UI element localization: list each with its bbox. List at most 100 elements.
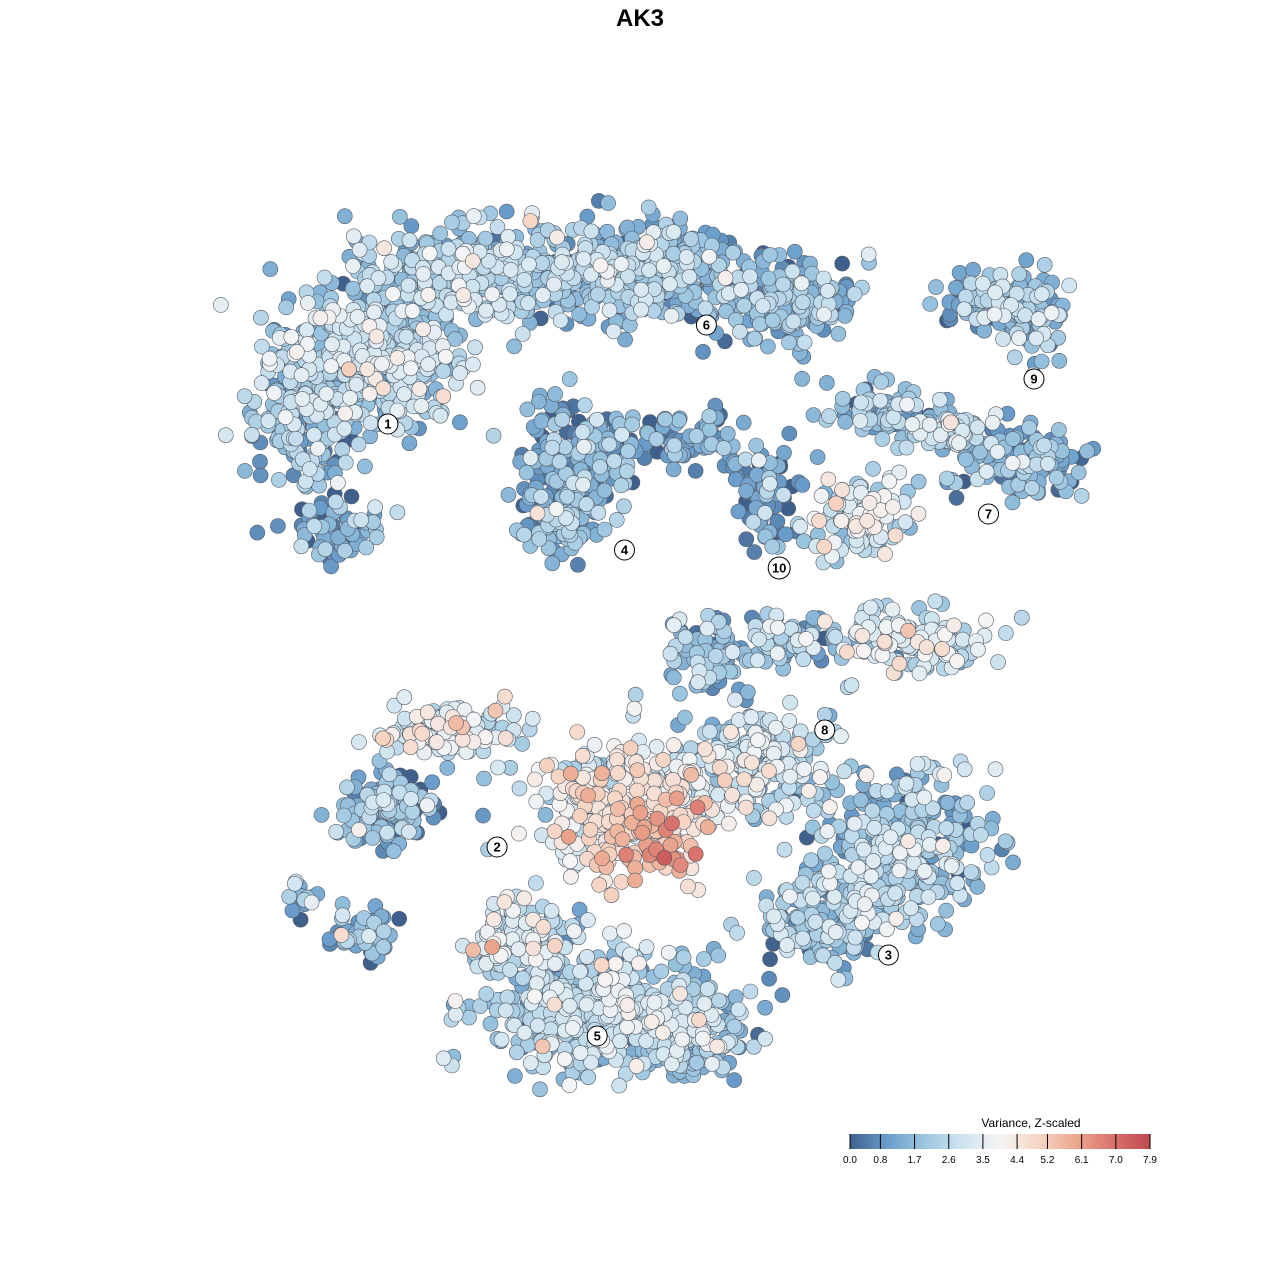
data-point <box>760 338 776 355</box>
data-point <box>827 954 843 971</box>
data-point <box>1004 494 1021 511</box>
data-point <box>819 282 836 299</box>
data-point <box>351 734 367 750</box>
data-point <box>735 414 752 431</box>
data-point <box>549 229 565 246</box>
data-point <box>559 488 576 505</box>
data-point <box>375 923 392 940</box>
data-point <box>710 947 727 964</box>
data-point <box>774 987 791 1003</box>
data-point <box>736 297 752 314</box>
data-point <box>898 775 915 792</box>
data-point <box>969 419 986 436</box>
data-point <box>611 1077 628 1094</box>
data-point <box>833 728 849 745</box>
data-point <box>389 350 406 366</box>
data-point <box>979 785 995 801</box>
data-point <box>904 416 921 433</box>
data-point <box>420 356 437 373</box>
data-point <box>486 911 502 928</box>
data-point <box>522 1055 539 1071</box>
data-point <box>537 806 554 823</box>
chart-title: AK3 <box>616 5 664 32</box>
data-point <box>359 278 376 295</box>
data-point <box>283 329 300 345</box>
data-point <box>887 885 904 902</box>
data-point <box>846 286 863 302</box>
data-point <box>951 435 967 451</box>
data-point <box>672 685 688 702</box>
data-point <box>949 653 965 669</box>
data-point <box>361 386 378 402</box>
data-point <box>665 224 682 240</box>
data-point <box>318 385 335 402</box>
data-point <box>528 793 545 810</box>
data-point <box>607 955 624 972</box>
data-point <box>266 385 283 401</box>
data-point <box>633 281 650 298</box>
data-point <box>310 440 326 457</box>
data-point <box>837 308 853 324</box>
data-point <box>345 258 361 274</box>
data-point <box>469 379 486 396</box>
data-point <box>921 416 938 433</box>
data-point <box>861 495 878 511</box>
data-point <box>800 783 817 799</box>
data-point <box>252 453 268 470</box>
data-point <box>638 939 655 955</box>
data-point <box>949 875 966 892</box>
data-point <box>972 827 989 843</box>
data-point <box>761 475 778 492</box>
data-point <box>508 1044 525 1061</box>
data-point <box>398 328 415 345</box>
data-point <box>447 993 464 1009</box>
data-point <box>675 949 692 966</box>
data-point <box>396 386 413 403</box>
data-point <box>939 470 955 487</box>
data-point <box>897 514 914 531</box>
data-point <box>757 504 773 521</box>
data-point <box>1036 437 1052 454</box>
data-point <box>316 269 333 286</box>
data-point <box>666 617 682 634</box>
data-point <box>578 996 595 1013</box>
data-point <box>846 815 863 832</box>
data-point <box>572 1045 589 1061</box>
data-point <box>444 214 460 231</box>
data-point <box>830 971 847 988</box>
data-point <box>719 425 736 442</box>
data-point <box>455 287 472 304</box>
data-point <box>884 601 901 618</box>
data-point <box>1036 256 1053 273</box>
data-point <box>827 629 844 645</box>
data-point <box>580 912 596 928</box>
data-point <box>271 472 287 488</box>
data-point <box>911 665 928 682</box>
data-point <box>535 287 551 303</box>
data-point <box>237 463 253 479</box>
data-point <box>552 312 569 329</box>
data-point <box>699 981 716 997</box>
data-point <box>1024 480 1040 496</box>
data-point <box>478 302 494 319</box>
data-point <box>284 902 301 919</box>
data-point <box>821 799 838 816</box>
data-point <box>613 477 630 494</box>
data-point <box>997 833 1014 850</box>
data-point <box>566 923 582 940</box>
data-point <box>534 255 550 271</box>
data-point <box>288 430 304 447</box>
data-point <box>619 1019 635 1035</box>
data-point <box>482 1015 499 1032</box>
data-point <box>381 766 398 783</box>
data-point <box>420 286 437 303</box>
data-point <box>440 241 457 257</box>
data-point <box>605 323 622 340</box>
data-point <box>379 824 396 841</box>
data-point <box>357 458 373 475</box>
data-point <box>695 343 711 360</box>
data-point <box>402 360 419 377</box>
data-point <box>900 833 917 850</box>
data-point <box>485 427 502 444</box>
